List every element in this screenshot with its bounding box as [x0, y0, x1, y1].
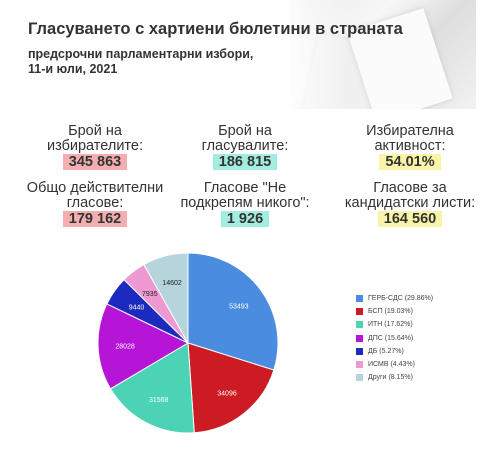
stat-label: Брой на: [218, 123, 272, 139]
legend-item: Други (8.15%): [356, 371, 433, 384]
legend-swatch: [356, 361, 363, 369]
pie-slice: [109, 342, 195, 434]
stat-value: 54.01%: [379, 154, 441, 170]
stat-turnout: Избирателна активност: 54.01%: [335, 124, 485, 170]
pie-slice: [143, 252, 189, 345]
slice-value-label: 53493: [229, 304, 249, 311]
legend-item: ДБ (5.27%): [356, 345, 433, 358]
stat-label: Брой на: [68, 123, 122, 139]
legend-label: БСП (19.03%): [368, 308, 413, 316]
stat-valid: Общо действителни гласове: 179 162: [5, 181, 185, 227]
legend-item: ИТН (17.62%): [356, 318, 433, 331]
slice-value-label: 7935: [142, 291, 158, 298]
page-title: Гласуването с хартиени бюлетини в страна…: [28, 20, 403, 38]
stat-voters: Брой на избирателите: 345 863: [20, 124, 170, 170]
stat-value: 164 560: [377, 211, 443, 227]
legend-item: БСП (19.03%): [356, 305, 433, 318]
legend-item: ГЕРБ-СДС (29.86%): [356, 292, 433, 305]
stat-label: гласове:: [66, 195, 124, 211]
stat-none: Гласове "Не подкрепям никого": 1 926: [165, 181, 325, 227]
legend-swatch: [356, 321, 363, 329]
pie-slice: [97, 303, 190, 390]
slice-value-label: 28028: [115, 344, 135, 351]
subtitle-line: 11-и юли, 2021: [28, 62, 118, 76]
stat-value: 179 162: [62, 211, 128, 227]
page-subtitle: предсрочни парламентарни избори, 11-и юл…: [28, 47, 288, 77]
legend-swatch: [356, 374, 363, 382]
legend-swatch: [356, 308, 363, 316]
legend-swatch: [356, 334, 363, 342]
stat-label: подкрепям никого":: [180, 195, 310, 211]
stat-label: Гласове "Не: [203, 180, 287, 196]
legend-label: ГЕРБ-СДС (29.86%): [368, 295, 434, 303]
legend-swatch: [356, 347, 363, 355]
stat-voted: Брой на гласувалите: 186 815: [170, 124, 320, 170]
pie-slice: [187, 342, 275, 434]
pie-slice: [187, 252, 279, 371]
legend-swatch: [356, 295, 363, 303]
pie-chart: 53493 34096 31568 28028 9440 7935 14602: [97, 252, 279, 434]
stat-label: гласувалите:: [201, 138, 289, 154]
legend-label: ДПС (15.64%): [368, 334, 414, 342]
legend-label: Други (8.15%): [368, 374, 413, 382]
legend-item: ДПС (15.64%): [356, 332, 433, 345]
stat-parties: Гласове за кандидатски листи: 164 560: [330, 181, 490, 227]
stat-value: 186 815: [212, 154, 278, 170]
legend-label: ДБ (5.27%): [368, 347, 404, 355]
slice-value-label: 31568: [149, 397, 169, 404]
slice-value-label: 34096: [217, 390, 237, 397]
stat-label: Общо действителни: [26, 180, 164, 196]
subtitle-line: предсрочни парламентарни избори,: [28, 47, 254, 61]
legend-label: ИСМВ (4.43%): [368, 361, 415, 369]
stat-label: Избирателна: [366, 123, 454, 139]
stat-value: 1 926: [220, 211, 270, 227]
header-photo-fade: [280, 0, 350, 109]
stat-label: кандидатски листи:: [344, 195, 476, 211]
slice-value-label: 9440: [129, 305, 145, 312]
stat-label: избирателите:: [47, 138, 143, 154]
stat-label: активност:: [374, 138, 446, 154]
slice-value-label: 14602: [162, 280, 182, 287]
chart-legend: ГЕРБ-СДС (29.86%) БСП (19.03%) ИТН (17.62%…: [356, 292, 433, 384]
legend-item: ИСМВ (4.43%): [356, 358, 433, 371]
stat-label: Гласове за: [373, 180, 447, 196]
legend-label: ИТН (17.62%): [368, 321, 413, 329]
stat-value: 345 863: [62, 154, 128, 170]
